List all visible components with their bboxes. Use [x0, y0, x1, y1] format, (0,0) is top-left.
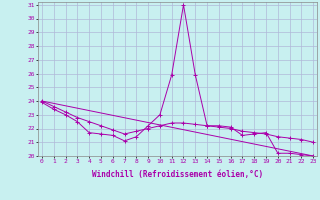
- X-axis label: Windchill (Refroidissement éolien,°C): Windchill (Refroidissement éolien,°C): [92, 170, 263, 179]
